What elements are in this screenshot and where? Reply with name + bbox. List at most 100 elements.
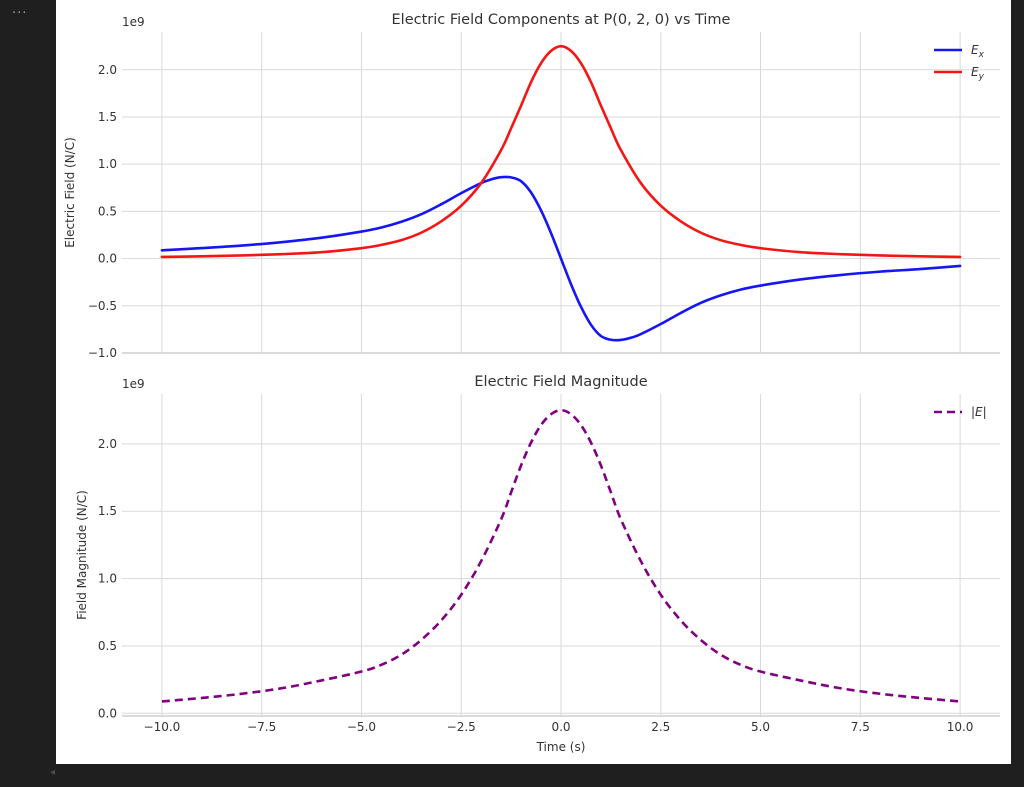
y-tick-label: −0.5	[88, 299, 117, 313]
series-line-magnitude	[161, 408, 961, 703]
data-point	[639, 559, 642, 562]
data-point	[440, 619, 443, 622]
y-tick-label: 0.5	[98, 204, 117, 218]
series-line-ey	[160, 44, 962, 259]
data-point	[320, 236, 323, 239]
data-point	[599, 334, 602, 337]
data-point	[440, 203, 443, 206]
data-point	[500, 148, 503, 151]
data-point	[529, 80, 532, 83]
chart-panel-2: 0.0 0.5 1.0 1.5 2.0 −10.0 −7.5 −5.0 −2.5 0.0 2.5 5.…	[75, 374, 1000, 754]
y-tick-label: 1.0	[98, 572, 117, 586]
data-point	[879, 270, 882, 273]
data-point	[599, 104, 602, 107]
data-point	[480, 559, 483, 562]
data-point	[958, 700, 961, 703]
data-point	[440, 220, 443, 223]
data-point	[549, 413, 552, 416]
data-point	[619, 338, 622, 341]
y-tick-label: 1.5	[98, 110, 117, 124]
data-point	[559, 257, 562, 260]
data-point	[240, 254, 243, 257]
data-point	[579, 305, 582, 308]
legend-label: |E|	[971, 405, 987, 419]
cell-menu-button[interactable]: ...	[12, 2, 28, 17]
data-point	[759, 247, 762, 250]
data-point	[400, 220, 403, 223]
y-tick-label: 0.5	[98, 639, 117, 653]
data-point	[539, 209, 542, 212]
data-point	[919, 255, 922, 258]
data-point	[679, 619, 682, 622]
data-point	[739, 663, 742, 666]
data-point	[569, 49, 572, 52]
data-point	[200, 247, 203, 250]
data-point	[589, 80, 592, 83]
data-point	[759, 670, 762, 673]
data-point	[589, 441, 592, 444]
data-point	[569, 413, 572, 416]
data-point	[799, 679, 802, 682]
data-point	[589, 323, 592, 326]
data-point	[200, 255, 203, 258]
data-point	[639, 333, 642, 336]
data-point	[519, 464, 522, 467]
data-point	[699, 301, 702, 304]
data-point	[400, 239, 403, 242]
data-point	[360, 670, 363, 673]
axis-scale-label: 1e9	[122, 15, 145, 29]
data-point	[699, 638, 702, 641]
y-tick-label: 1.0	[98, 157, 117, 171]
data-point	[719, 653, 722, 656]
data-point	[460, 593, 463, 596]
data-point	[240, 244, 243, 247]
data-point	[400, 653, 403, 656]
data-point	[280, 241, 283, 244]
data-point	[510, 127, 513, 130]
data-point	[549, 49, 552, 52]
data-point	[739, 243, 742, 246]
data-point	[529, 441, 532, 444]
chart-panel-1: −1.0 −0.5 0.0 0.5 1.0 1.5 2.0 1e9 Electric Field…	[63, 12, 1000, 360]
data-point	[659, 322, 662, 325]
y-tick-label: 2.0	[98, 437, 117, 451]
data-point	[619, 518, 622, 521]
x-tick-label: −5.0	[347, 720, 376, 734]
x-tick-label: −2.5	[447, 720, 476, 734]
data-point	[719, 294, 722, 297]
data-point	[320, 679, 323, 682]
data-point	[839, 253, 842, 256]
data-point	[619, 148, 622, 151]
data-point	[629, 336, 632, 339]
y-axis-label: Electric Field (N/C)	[63, 137, 77, 248]
data-point	[460, 192, 463, 195]
data-point	[360, 230, 363, 233]
data-point	[160, 255, 163, 258]
data-point	[579, 62, 582, 65]
data-point	[719, 239, 722, 242]
scroll-left-icon[interactable]: ◂	[50, 767, 56, 778]
data-point	[500, 518, 503, 521]
y-tick-label: −1.0	[88, 346, 117, 360]
data-point	[500, 176, 503, 179]
data-point	[539, 423, 542, 426]
data-point	[739, 288, 742, 291]
data-point	[639, 181, 642, 184]
data-point	[380, 226, 383, 229]
data-point	[879, 254, 882, 257]
data-point	[659, 204, 662, 207]
data-point	[420, 231, 423, 234]
data-point	[519, 180, 522, 183]
data-point	[919, 267, 922, 270]
data-point	[280, 253, 283, 256]
data-point	[599, 464, 602, 467]
data-point	[420, 638, 423, 641]
data-point	[879, 692, 882, 695]
data-point	[699, 231, 702, 234]
data-point	[549, 232, 552, 235]
data-point	[799, 278, 802, 281]
x-tick-label: 5.0	[751, 720, 770, 734]
data-point	[510, 491, 513, 494]
x-axis-label: Time (s)	[536, 740, 586, 754]
legend-subscript: x	[978, 50, 985, 60]
